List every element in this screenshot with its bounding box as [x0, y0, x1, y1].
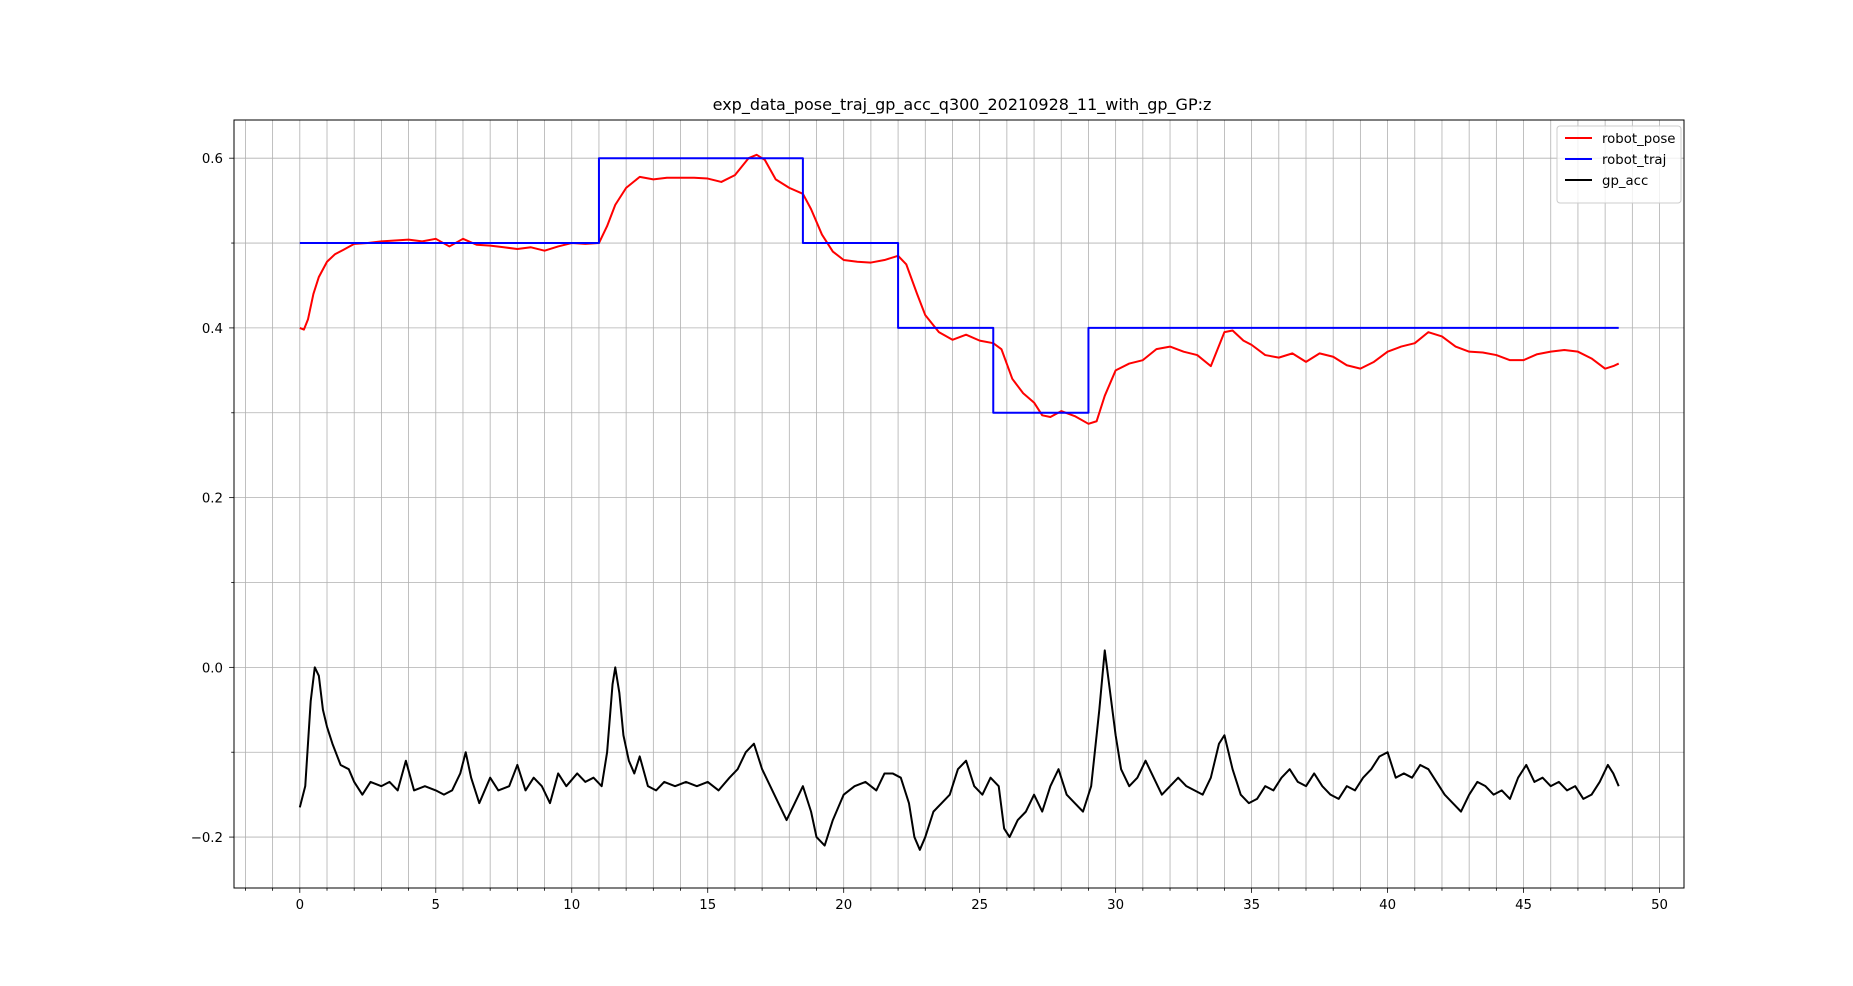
legend-label: gp_acc: [1602, 174, 1648, 189]
legend-label: robot_pose: [1602, 132, 1675, 147]
grid-lines: [234, 120, 1684, 888]
data-series: [298, 153, 1620, 851]
x-tick-label: 0: [296, 898, 304, 913]
x-tick-label: 5: [432, 898, 440, 913]
x-tick-label: 30: [1107, 898, 1124, 913]
x-tick-label: 35: [1243, 898, 1260, 913]
x-tick-label: 45: [1515, 898, 1532, 913]
axis-ticks: 0 5 10 15 20 25 30 35 40 45 50 −0.2 0.0 0.2 0.4 0.6: [191, 152, 1668, 913]
x-tick-label: 25: [971, 898, 988, 913]
x-tick-label: 10: [563, 898, 580, 913]
axes-frame: [233, 119, 1685, 889]
x-tick-label: 40: [1379, 898, 1396, 913]
chart-title: exp_data_pose_traj_gp_acc_q300_20210928_…: [713, 95, 1212, 115]
x-tick-label: 50: [1651, 898, 1668, 913]
series-line-gp-acc: [298, 649, 1620, 851]
x-tick-label: 20: [835, 898, 852, 913]
y-tick-label: 0.6: [202, 152, 223, 167]
legend-box: [1556, 125, 1682, 204]
series-line-robot-pose: [299, 153, 1620, 425]
y-tick-label: 0.2: [202, 492, 223, 507]
y-tick-label: 0.4: [202, 322, 223, 337]
y-tick-label: −0.2: [191, 831, 223, 846]
y-tick-label: 0.0: [202, 661, 223, 676]
x-tick-label: 15: [699, 898, 716, 913]
legend-label: robot_traj: [1602, 153, 1666, 168]
chart-legend: robot_pose robot_traj gp_acc: [1556, 125, 1682, 204]
series-line-robot-traj: [299, 157, 1619, 414]
